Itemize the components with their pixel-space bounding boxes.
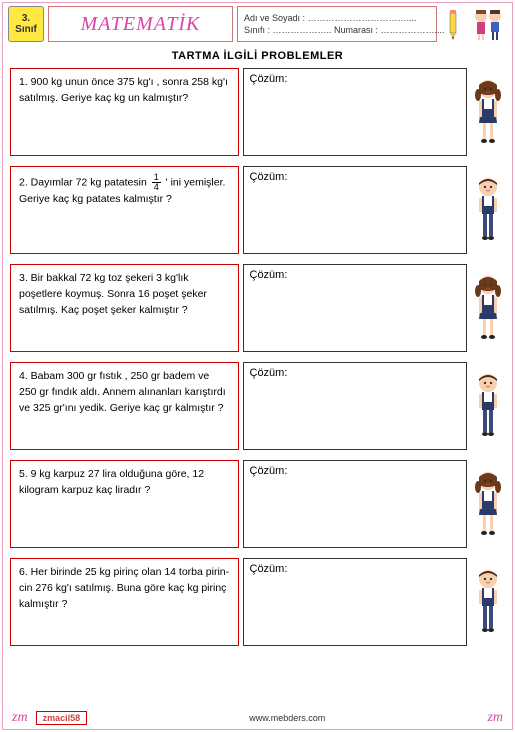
zm-logo-right: zm	[487, 710, 503, 726]
zm-logo-left: zm	[12, 710, 28, 726]
solution-label: Çözüm:	[250, 73, 288, 85]
solution-box: Çözüm:	[243, 264, 468, 352]
solution-box: Çözüm:	[243, 558, 468, 646]
footer-tag: zmacil58	[36, 711, 88, 725]
solution-label: Çözüm:	[250, 269, 288, 281]
footer-url: www.mebders.com	[249, 713, 325, 723]
solution-label: Çözüm:	[250, 367, 288, 379]
solution-box: Çözüm:	[243, 166, 468, 254]
solution-label: Çözüm:	[250, 465, 288, 477]
solution-label: Çözüm:	[250, 171, 288, 183]
footer: zm zmacil58 www.mebders.com zm	[0, 710, 515, 726]
solution-box: Çözüm:	[243, 68, 468, 156]
solution-box: Çözüm:	[243, 460, 468, 548]
solution-label: Çözüm:	[250, 563, 288, 575]
solution-box: Çözüm:	[243, 362, 468, 450]
